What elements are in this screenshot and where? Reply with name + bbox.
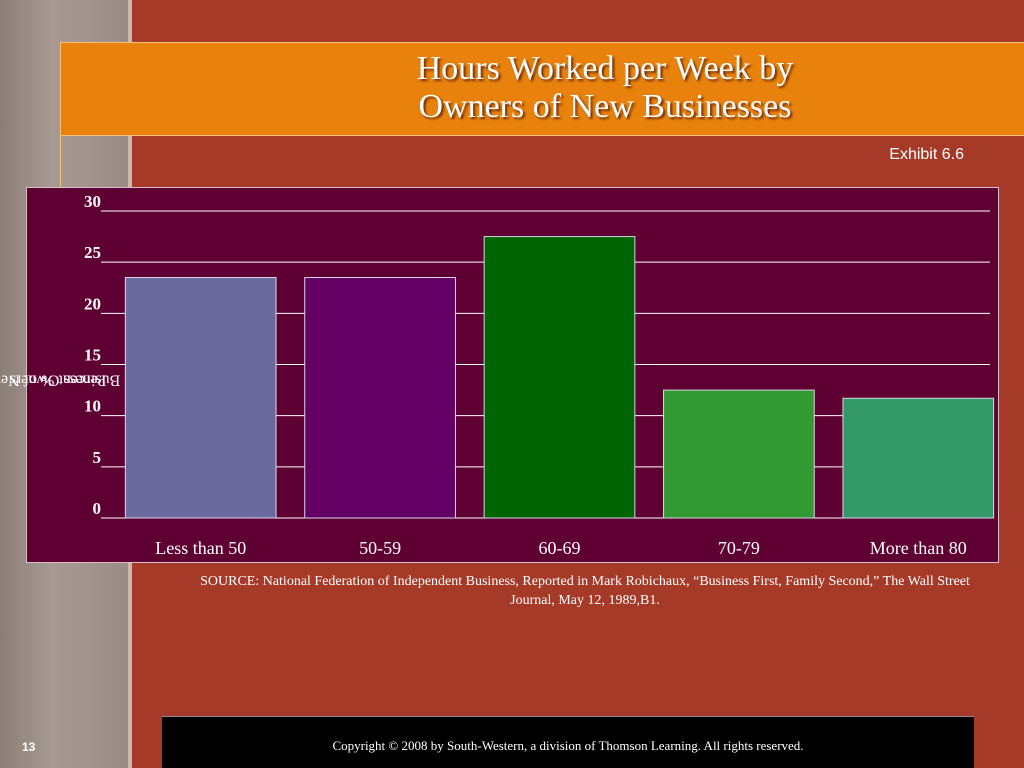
title-line-1: Hours Worked per Week by: [416, 50, 794, 87]
slide-title: Hours Worked per Week by Owners of New B…: [300, 50, 910, 126]
y-tick-label-15: 15: [84, 346, 101, 365]
bar-2: [304, 277, 456, 519]
x-tick-label-4: 70-79: [718, 538, 760, 558]
y-tick-label-0: 0: [93, 499, 102, 518]
y-tick-label-20: 20: [84, 294, 101, 313]
bar-chart: 0 5 10 15 20 25 30 Less than 50 50-59 60-69 70-79 M…: [26, 187, 999, 563]
bar-5: [842, 397, 995, 519]
y-tick-label-25: 25: [84, 243, 101, 262]
title-line-2: Owners of New Businesses: [418, 88, 792, 125]
title-band: [60, 42, 1024, 136]
y-tick-label-10: 10: [84, 397, 101, 416]
y-tick-label-5: 5: [93, 448, 102, 467]
page-number: 13: [22, 740, 36, 754]
chart-svg: 0 5 10 15 20 25 30 Less than 50 50-59 60-69 70-79 M…: [84, 192, 995, 558]
exhibit-label: Exhibit 6.6: [889, 146, 964, 163]
title-band-rule: [60, 136, 61, 196]
x-tick-label-5: More than 80: [870, 538, 967, 558]
y-axis-label: Percent % of New Business Owners: [0, 220, 120, 540]
source-note: SOURCE: National Federation of Independe…: [200, 574, 970, 608]
copyright-text: Copyright © 2008 by South-Western, a div…: [332, 738, 804, 753]
bar-4: [663, 389, 815, 519]
bar-1: [124, 277, 277, 519]
footer-bar: [162, 716, 974, 768]
bar-3: [483, 236, 636, 519]
x-tick-label-3: 60-69: [539, 538, 581, 558]
y-axis-label-line-2: Business Owners: [9, 371, 120, 389]
x-tick-label-1: Less than 50: [155, 538, 246, 558]
x-tick-label-2: 50-59: [359, 538, 401, 558]
y-tick-label-30: 30: [84, 192, 101, 211]
